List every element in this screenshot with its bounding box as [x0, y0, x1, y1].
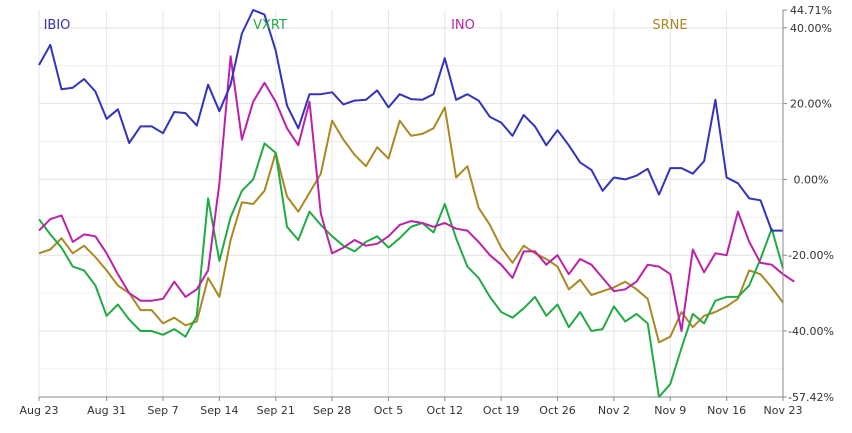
legend-label-vxrt: VXRT: [253, 18, 287, 33]
y-tick-label: -40.00%: [788, 325, 834, 338]
series-line-vxrt: [38, 142, 784, 398]
x-tick-label: Nov 2: [598, 404, 630, 417]
y-tick-label: 20.00%: [790, 98, 832, 111]
y-tick-label: 44.71%: [790, 4, 832, 17]
x-tick-label: Oct 12: [427, 404, 464, 417]
axes: Aug 23 Aug 31 Sep 7 Sep 14 Sep 21 Sep 28 Oct 5…: [20, 4, 834, 417]
x-tick-label: Oct 26: [539, 404, 576, 417]
y-tick-label: 40.00%: [790, 22, 832, 35]
x-tick-label: Aug 23: [20, 404, 59, 417]
x-tick-label: Sep 21: [257, 404, 295, 417]
series-line-srne: [38, 106, 784, 344]
x-tick-label: Nov 9: [654, 404, 686, 417]
series-line-ibio: [38, 9, 783, 232]
y-tick-label: 0.00%: [794, 173, 829, 186]
legend-label-ibio: IBIO: [44, 18, 71, 33]
x-tick-label: Nov 23: [764, 404, 803, 417]
grid: [38, 10, 784, 397]
x-tick-label: Oct 5: [374, 404, 404, 417]
series-lines: [38, 9, 795, 398]
x-tick-label: Nov 16: [707, 404, 746, 417]
x-tick-label: Oct 19: [483, 404, 520, 417]
x-tick-label: Sep 7: [147, 404, 178, 417]
x-tick-label: Sep 14: [200, 404, 238, 417]
y-tick-label: -57.42%: [788, 391, 834, 404]
y-tick-label: -20.00%: [788, 249, 834, 262]
legend-label-ino: INO: [451, 18, 475, 33]
series-line-ino: [38, 55, 795, 332]
legend-label-srne: SRNE: [652, 18, 687, 33]
x-tick-label: Aug 31: [87, 404, 126, 417]
x-tick-label: Sep 28: [313, 404, 351, 417]
legend: IBIO VXRT INO SRNE: [44, 18, 688, 33]
